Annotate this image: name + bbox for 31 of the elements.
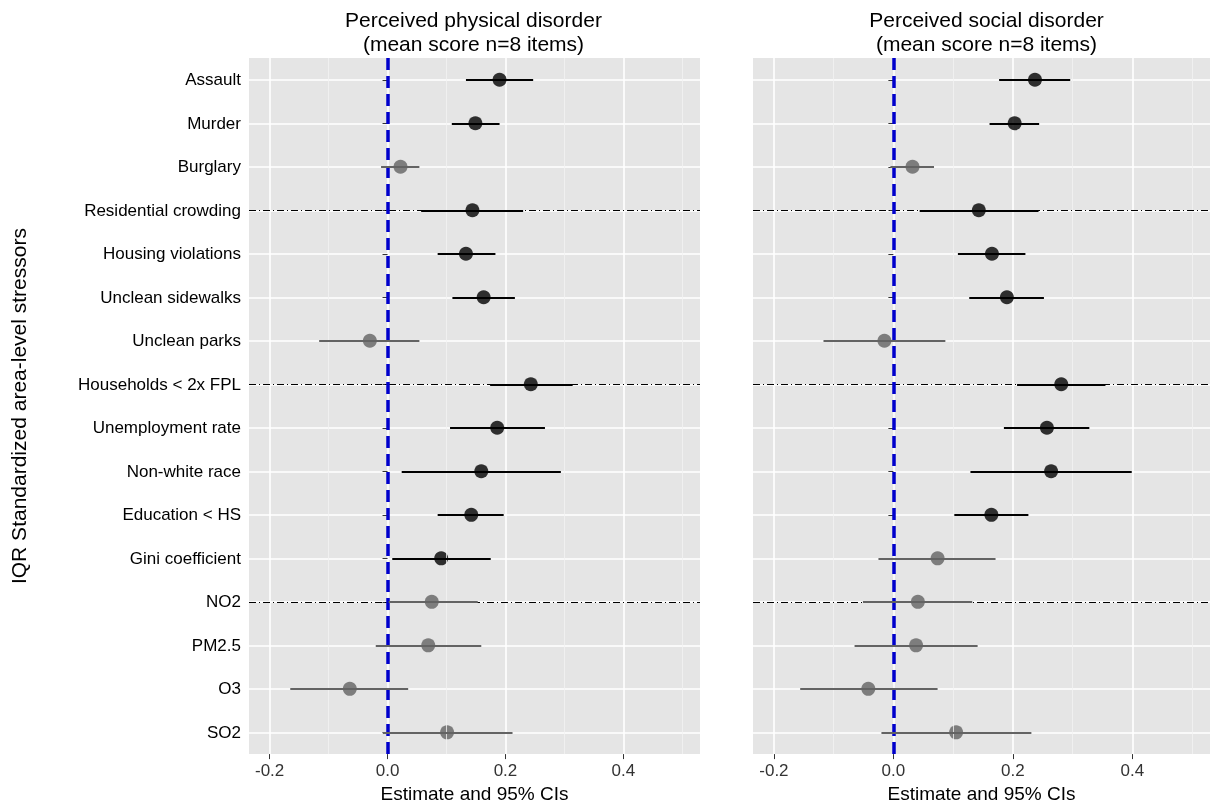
y-tick-label: Education < HS (122, 505, 241, 525)
chart-subtitle: (mean score n=8 items) (362, 32, 585, 55)
x-axis-title: Estimate and 95% CIs (380, 783, 569, 804)
x-tick-label: 0.2 (493, 761, 518, 781)
x-axis-title: Estimate and 95% CIs (887, 783, 1076, 804)
y-tick-label: Housing violations (103, 244, 241, 264)
y-tick-label: NO2 (206, 592, 241, 612)
x-tick-label: 0.4 (611, 761, 636, 781)
x-tick-label: -0.2 (759, 761, 789, 781)
x-tick-label: 0.0 (375, 761, 400, 781)
y-axis-title: IQR Standardized area-level stressors (7, 228, 30, 585)
y-tick-label: Unclean sidewalks (100, 287, 241, 307)
chart-title: Perceived social disorder (869, 8, 1104, 31)
y-tick-label: Non-white race (126, 461, 241, 481)
x-tick-label: 0.0 (881, 761, 906, 781)
x-tick-label: 0.2 (1001, 761, 1025, 781)
y-tick-label: O3 (218, 679, 241, 699)
y-tick-label: Unclean parks (132, 331, 241, 351)
y-tick-label: Households < 2x FPL (77, 374, 241, 394)
y-tick-label: Murder (187, 113, 242, 133)
y-tick-label: Gini coefficient (129, 548, 242, 568)
x-tick-label: 0.4 (1120, 761, 1145, 781)
y-tick-label: SO2 (206, 722, 241, 742)
y-tick-label: Assault (185, 70, 242, 90)
x-tick-label: -0.2 (254, 761, 285, 781)
y-tick-label: Unemployment rate (92, 418, 241, 438)
chart-subtitle: (mean score n=8 items) (875, 32, 1098, 55)
y-tick-label: PM2.5 (191, 635, 241, 655)
chart-title: Perceived physical disorder (345, 8, 602, 31)
y-tick-label: Residential crowding (84, 200, 241, 220)
y-tick-label: Burglary (177, 157, 242, 177)
